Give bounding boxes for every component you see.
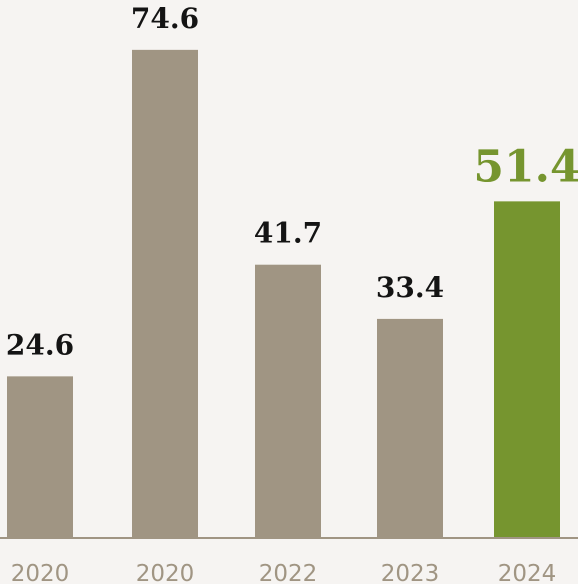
x-tick-label-group: 2020 2020 2022 2023 2024 bbox=[11, 561, 557, 584]
value-label-4: 33.4 bbox=[376, 271, 444, 304]
x-tick-label-2: 2020 bbox=[136, 561, 195, 584]
x-tick-label-1: 2020 bbox=[11, 561, 70, 584]
bar-group bbox=[7, 49, 560, 537]
x-tick-label-3: 2022 bbox=[259, 561, 318, 584]
x-tick-label-5: 2024 bbox=[498, 561, 557, 584]
bar-1 bbox=[7, 376, 73, 537]
bar-2 bbox=[132, 49, 198, 537]
value-label-3: 41.7 bbox=[254, 217, 322, 250]
value-label-5: 51.4 bbox=[473, 141, 578, 192]
bar-4 bbox=[377, 318, 443, 537]
bar-5 bbox=[494, 201, 560, 537]
x-tick-label-4: 2023 bbox=[381, 561, 440, 584]
value-label-2: 74.6 bbox=[131, 2, 199, 35]
bar-3 bbox=[255, 264, 321, 537]
value-label-1: 24.6 bbox=[6, 328, 74, 361]
value-label-group: 24.6 74.6 41.7 33.4 51.4 bbox=[6, 2, 578, 362]
